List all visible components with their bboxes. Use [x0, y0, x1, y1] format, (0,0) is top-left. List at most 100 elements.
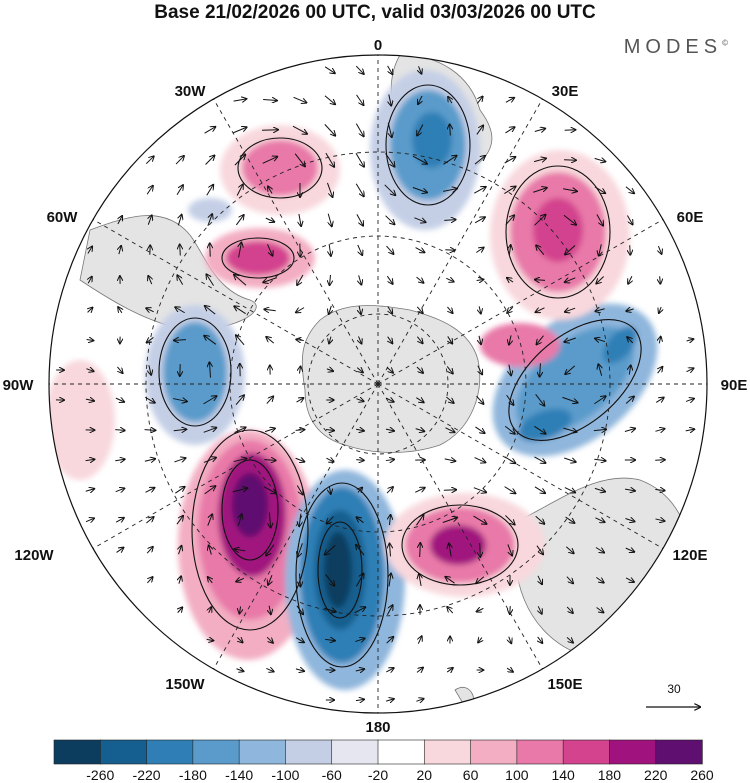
wind-vector [115, 398, 124, 402]
wind-vector [628, 276, 632, 284]
wind-vector [505, 515, 514, 524]
wind-vector [565, 546, 573, 554]
wind-vector [236, 184, 243, 196]
wind-vector [629, 365, 630, 375]
wind-vector [385, 153, 395, 166]
wind-vector [234, 155, 245, 166]
anomaly-weak-west [49, 360, 115, 480]
wind-vector [292, 125, 307, 134]
wind-vector [449, 544, 451, 557]
wind-vector [473, 515, 487, 524]
wind-vector [476, 280, 484, 281]
wind-vector [149, 365, 151, 375]
wind-vector [659, 337, 660, 344]
wind-vector [534, 456, 545, 463]
wind-vector [685, 429, 695, 431]
lon-label-120w: 120W [14, 547, 54, 564]
wind-vector [88, 247, 92, 254]
wind-vector [599, 244, 602, 255]
wind-vector [535, 393, 545, 405]
wind-vector [238, 514, 241, 526]
wind-vector [207, 514, 212, 526]
wind-vector [234, 275, 247, 286]
wind-vector [209, 362, 210, 378]
wind-vector [235, 549, 246, 551]
colorbar-swatch [238, 739, 287, 765]
wind-vector [269, 512, 270, 527]
wind-vector [416, 398, 423, 403]
wind-vector [264, 309, 276, 310]
wind-vector [325, 639, 335, 640]
wind-vector [594, 488, 605, 491]
wind-vector [324, 124, 335, 135]
colorbar-swatch [562, 739, 611, 765]
wind-vector [203, 428, 217, 433]
wind-vector [234, 427, 245, 434]
wind-vector [445, 577, 455, 584]
lon-label-120e: 120E [672, 547, 707, 564]
wind-vector [595, 547, 604, 553]
wind-vector [293, 96, 307, 102]
wind-vector [269, 605, 271, 614]
wind-vector [625, 397, 634, 404]
wind-vector [655, 429, 664, 432]
wind-vector [564, 338, 576, 342]
wind-vector [686, 368, 694, 371]
wind-vector [418, 95, 422, 104]
wind-vector [268, 574, 272, 585]
wind-vector [565, 245, 576, 255]
wind-vector [534, 129, 545, 132]
wind-vector [388, 336, 393, 344]
wind-vector [506, 668, 513, 672]
wind-vector [147, 577, 152, 584]
wind-vector [416, 668, 423, 673]
colorbar-label: 100 [505, 767, 529, 783]
wind-vector [386, 637, 394, 644]
wind-vector [625, 519, 634, 522]
wind-vector [355, 574, 363, 587]
wind-vector [204, 486, 216, 495]
wind-vector [263, 486, 276, 494]
wind-vector [563, 214, 576, 225]
lon-label-60e: 60E [677, 209, 704, 226]
wind-vector [266, 544, 275, 556]
wind-vector [266, 668, 273, 671]
wind-vector [595, 338, 606, 341]
wind-vector [478, 638, 482, 643]
colorbar-label: 220 [644, 767, 668, 783]
wind-vector [204, 336, 217, 345]
wind-vector [299, 213, 301, 226]
wind-vector [412, 187, 427, 193]
wind-vector [325, 152, 334, 167]
colorbar-swatch [331, 739, 379, 765]
wind-vector [295, 458, 305, 461]
wind-vector [474, 217, 485, 224]
wind-vector [475, 426, 484, 433]
wind-vector [88, 308, 93, 313]
wind-vector [443, 156, 456, 165]
wind-vector [115, 430, 124, 431]
colorbar-label: -20 [368, 767, 388, 783]
colorbar: -260 -220 -180 -140 -100 -60 -20 20 60 100 140 180 2… [53, 739, 714, 783]
wind-vector [177, 275, 184, 285]
wind-vector [233, 458, 247, 461]
wind-vector [355, 123, 363, 137]
wind-vector [296, 605, 303, 614]
wind-vector [329, 305, 332, 314]
wind-vector [415, 429, 425, 432]
wind-vector [210, 243, 211, 257]
wind-vector [447, 607, 454, 614]
reference-vector-label: 30 [667, 682, 681, 696]
wind-vector [389, 574, 391, 587]
wind-vector [263, 99, 277, 100]
wind-vector [447, 306, 452, 313]
wind-vector [419, 574, 421, 587]
wind-vector [85, 459, 95, 460]
wind-vector [450, 124, 451, 136]
colorbar-swatch [423, 739, 472, 765]
colorbar-label: 60 [463, 767, 479, 783]
wind-vector [175, 487, 184, 494]
wind-vector [443, 490, 456, 491]
lon-label-150e: 150E [547, 676, 582, 693]
wind-vector [655, 519, 664, 521]
